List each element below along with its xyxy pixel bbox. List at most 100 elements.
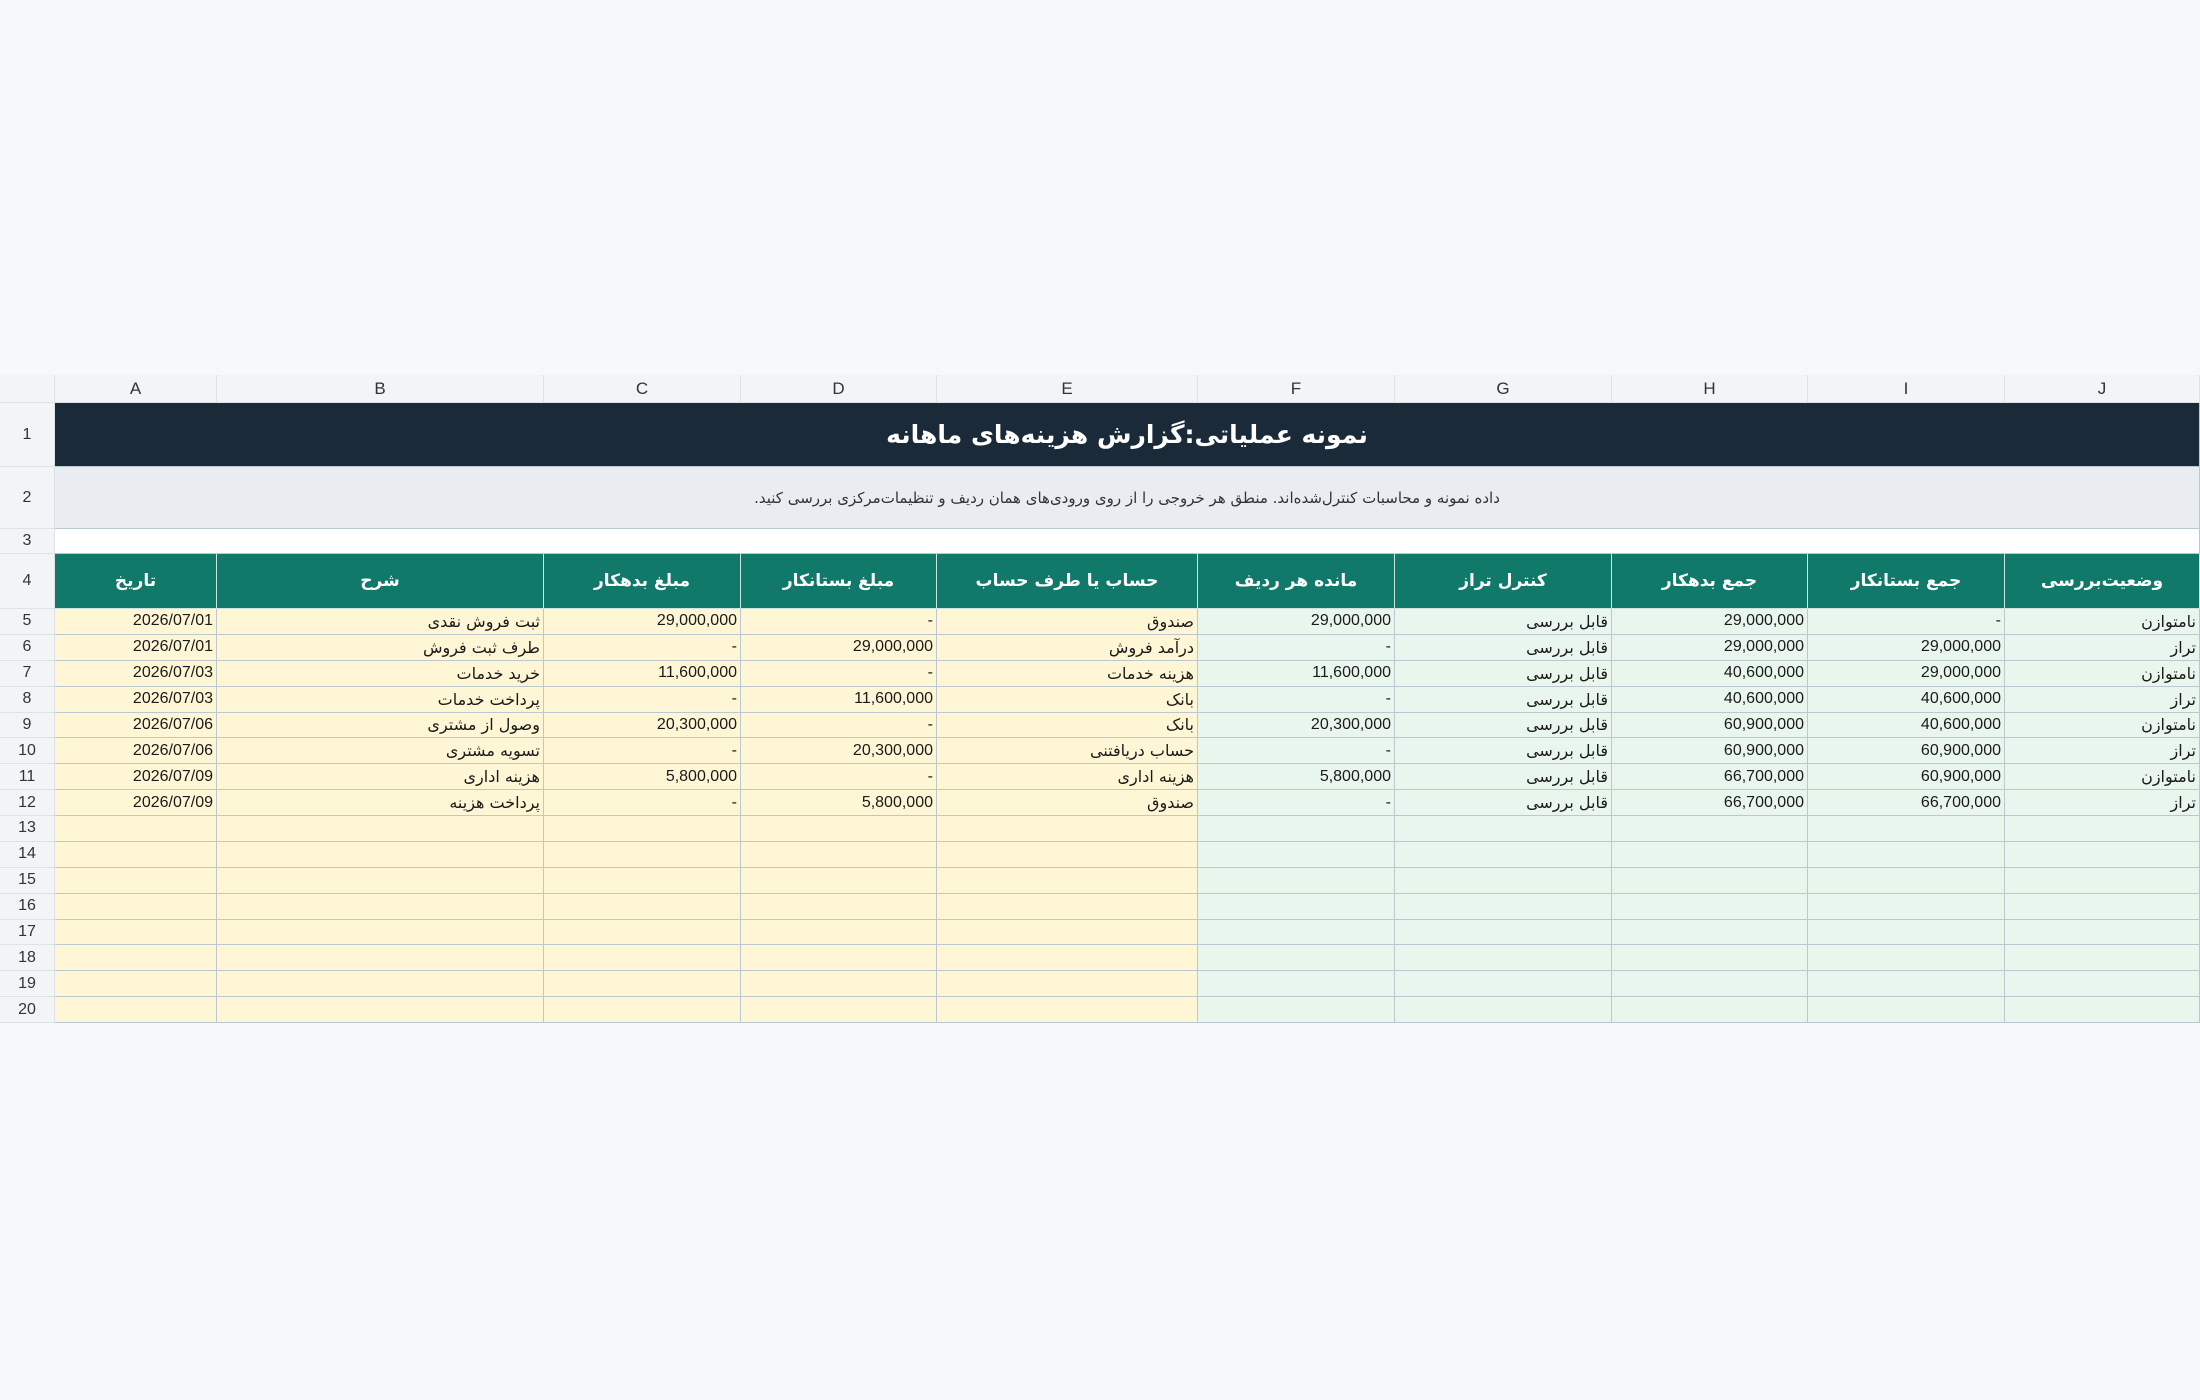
row-number: 5 <box>0 609 55 635</box>
empty-cell <box>1395 945 1612 972</box>
empty-cell <box>1612 971 1808 998</box>
column-header: I <box>1808 375 2005 403</box>
table-cell: 66,700,000 <box>1612 790 1808 816</box>
table-cell: - <box>1198 738 1395 765</box>
empty-cell <box>55 997 217 1023</box>
row-number: 1 <box>0 403 55 467</box>
empty-cell <box>1808 919 2005 946</box>
row-number: 10 <box>0 738 55 765</box>
column-header: B <box>217 375 544 403</box>
empty-cell <box>1808 893 2005 920</box>
empty-cell <box>1395 841 1612 868</box>
empty-cell <box>741 867 937 894</box>
table-cell: پرداخت هزینه <box>217 790 544 816</box>
empty-cell <box>55 816 217 842</box>
table-cell: درآمد فروش <box>937 634 1198 661</box>
row-number: 20 <box>0 997 55 1023</box>
table-cell: - <box>1808 609 2005 635</box>
table-header: جمع بدهکار <box>1612 554 1808 609</box>
empty-row <box>55 529 2200 554</box>
table-cell: - <box>544 686 741 713</box>
empty-cell <box>741 841 937 868</box>
table-cell: هزینه اداری <box>937 764 1198 791</box>
table-cell: قابل بررسی <box>1395 790 1612 816</box>
empty-cell <box>1612 816 1808 842</box>
row-number: 3 <box>0 529 55 554</box>
table-cell: - <box>1198 634 1395 661</box>
sheet-title: نمونه عملیاتی:گزارش هزینه‌های ماهانه <box>55 403 2200 467</box>
empty-cell <box>55 919 217 946</box>
column-header: F <box>1198 375 1395 403</box>
empty-cell <box>1612 997 1808 1023</box>
table-cell: 2026/07/06 <box>55 712 217 739</box>
table-cell: - <box>741 764 937 791</box>
table-cell: وصول از مشتری <box>217 712 544 739</box>
table-cell: 29,000,000 <box>1808 660 2005 687</box>
empty-cell <box>544 893 741 920</box>
table-cell: 20,300,000 <box>544 712 741 739</box>
table-cell: 11,600,000 <box>544 660 741 687</box>
table-cell: - <box>544 738 741 765</box>
row-number: 12 <box>0 790 55 816</box>
empty-cell <box>937 816 1198 842</box>
empty-cell <box>1395 867 1612 894</box>
table-header: شرح <box>217 554 544 609</box>
empty-cell <box>55 867 217 894</box>
table-cell: هزینه اداری <box>217 764 544 791</box>
row-number: 15 <box>0 867 55 894</box>
empty-cell <box>1395 997 1612 1023</box>
empty-cell <box>1612 893 1808 920</box>
empty-cell <box>1198 919 1395 946</box>
column-header: G <box>1395 375 1612 403</box>
empty-cell <box>937 841 1198 868</box>
empty-cell <box>1198 893 1395 920</box>
row-number: 7 <box>0 660 55 687</box>
table-cell: تراز <box>2005 790 2200 816</box>
table-cell: 2026/07/06 <box>55 738 217 765</box>
column-header: E <box>937 375 1198 403</box>
table-cell: 5,800,000 <box>741 790 937 816</box>
table-header: کنترل تراز <box>1395 554 1612 609</box>
sheet-subtitle: داده نمونه و محاسبات کنترل‌شده‌اند. منطق… <box>55 467 2200 529</box>
table-cell: قابل بررسی <box>1395 686 1612 713</box>
empty-cell <box>1198 816 1395 842</box>
table-cell: هزینه خدمات <box>937 660 1198 687</box>
column-header: D <box>741 375 937 403</box>
empty-cell <box>544 867 741 894</box>
table-cell: 20,300,000 <box>1198 712 1395 739</box>
table-cell: 29,000,000 <box>1808 634 2005 661</box>
table-cell: 11,600,000 <box>1198 660 1395 687</box>
row-number: 8 <box>0 686 55 713</box>
table-cell: 40,600,000 <box>1808 712 2005 739</box>
empty-cell <box>1808 867 2005 894</box>
table-cell: 2026/07/01 <box>55 634 217 661</box>
empty-cell <box>1808 841 2005 868</box>
empty-cell <box>55 971 217 998</box>
table-cell: - <box>544 790 741 816</box>
table-cell: 60,900,000 <box>1808 738 2005 765</box>
table-cell: 29,000,000 <box>741 634 937 661</box>
empty-cell <box>1198 997 1395 1023</box>
empty-cell <box>1198 971 1395 998</box>
table-cell: قابل بررسی <box>1395 764 1612 791</box>
empty-cell <box>217 841 544 868</box>
row-number: 13 <box>0 816 55 842</box>
table-cell: قابل بررسی <box>1395 738 1612 765</box>
table-cell: 29,000,000 <box>1198 609 1395 635</box>
table-cell: 2026/07/03 <box>55 686 217 713</box>
table-header: مبلغ بستانکار <box>741 554 937 609</box>
column-header: A <box>55 375 217 403</box>
empty-cell <box>55 945 217 972</box>
table-cell: 29,000,000 <box>1612 634 1808 661</box>
empty-cell <box>2005 816 2200 842</box>
empty-cell <box>741 816 937 842</box>
table-cell: بانک <box>937 686 1198 713</box>
empty-cell <box>2005 841 2200 868</box>
empty-cell <box>741 997 937 1023</box>
row-number: 9 <box>0 712 55 739</box>
empty-cell <box>1808 816 2005 842</box>
empty-cell <box>741 919 937 946</box>
table-cell: 40,600,000 <box>1808 686 2005 713</box>
